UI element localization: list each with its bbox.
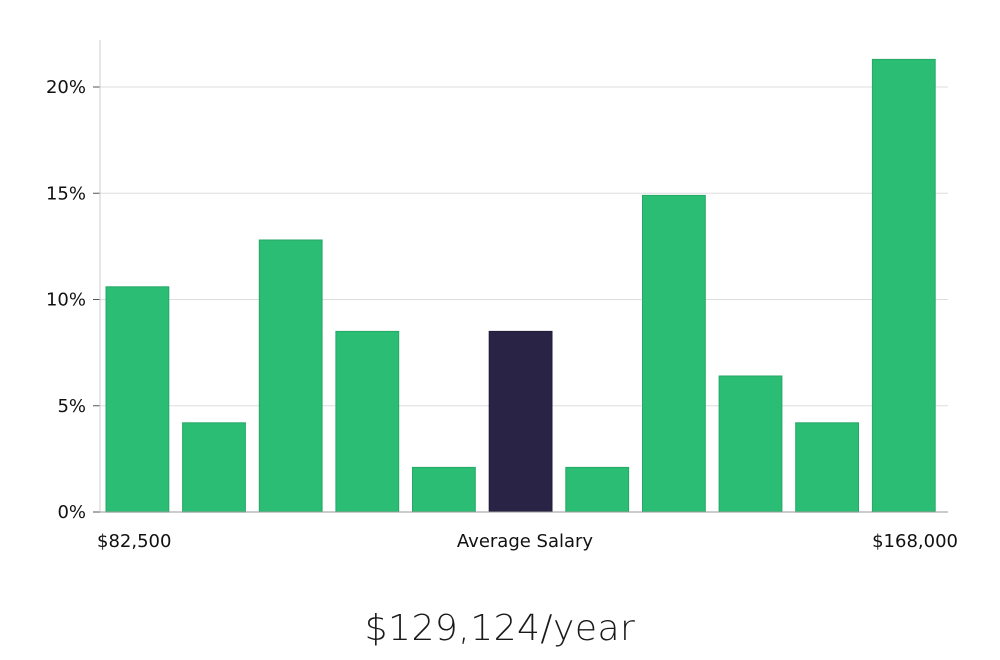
x-label-center: Average Salary	[457, 531, 594, 552]
bars	[105, 58, 936, 513]
y-tick-label: 10%	[46, 290, 86, 311]
salary-distribution-chart: 0% 5% 10% 15% 20% $82,500 Average Salary $16…	[46, 40, 958, 552]
y-tick-label: 0%	[57, 502, 86, 523]
bar	[795, 422, 860, 513]
y-tick-label: 15%	[46, 183, 86, 204]
bar-average-salary	[488, 330, 553, 513]
bar	[871, 58, 936, 513]
bar	[182, 422, 246, 513]
x-label-min: $82,500	[97, 531, 171, 552]
y-axis-ticks: 0% 5% 10% 15% 20%	[46, 77, 100, 523]
y-tick-label: 20%	[46, 77, 86, 98]
bar	[105, 286, 170, 513]
bar	[718, 375, 783, 513]
average-salary-value: $129,124/year	[364, 608, 636, 649]
bar	[565, 466, 630, 513]
bar	[258, 239, 323, 513]
bar	[642, 194, 706, 513]
y-tick-label: 5%	[57, 396, 86, 417]
bar	[412, 466, 476, 513]
bar	[335, 330, 400, 513]
x-label-max: $168,000	[872, 531, 958, 552]
